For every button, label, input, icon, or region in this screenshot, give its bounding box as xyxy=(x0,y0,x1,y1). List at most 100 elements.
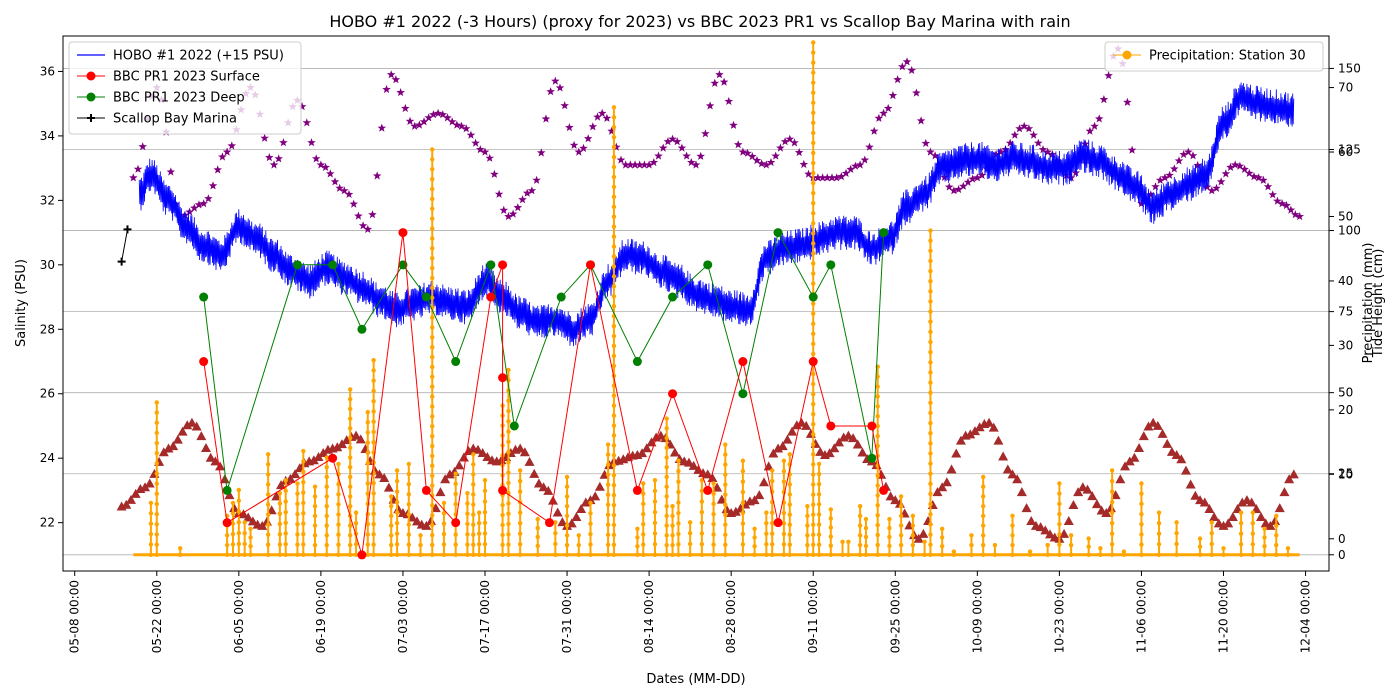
tide-star-marker xyxy=(1010,130,1020,139)
precip-point xyxy=(371,532,376,537)
precip-point xyxy=(265,552,271,557)
precip-tick-label: 150 xyxy=(1338,61,1361,75)
precip-point xyxy=(828,525,834,530)
precip-point xyxy=(1238,520,1244,526)
tide-star-marker xyxy=(1165,170,1174,179)
tide-triangle-marker xyxy=(1134,443,1145,453)
precip-point xyxy=(676,510,681,516)
tide-star-marker xyxy=(302,118,312,127)
precip-point xyxy=(1238,531,1244,536)
precip-point xyxy=(857,523,863,528)
tide-star-marker xyxy=(133,164,143,173)
precip-point xyxy=(611,482,617,488)
tide-triangle-marker xyxy=(824,448,835,458)
precip-point xyxy=(430,265,435,271)
precip-point xyxy=(365,481,370,486)
precip-point xyxy=(430,503,435,508)
precip-point xyxy=(1221,546,1226,551)
precip-point xyxy=(347,552,353,557)
precip-point xyxy=(1068,552,1074,557)
tide-star-marker xyxy=(1038,145,1048,154)
tide-triangle-marker xyxy=(777,441,788,451)
tide-star-marker xyxy=(926,147,935,156)
tide-triangle-marker xyxy=(1223,518,1234,528)
surface-marker xyxy=(486,292,496,302)
tide-triangle-marker xyxy=(205,452,216,462)
precip-point xyxy=(301,542,306,547)
tide-triangle-marker xyxy=(965,429,976,439)
tide-triangle-marker xyxy=(172,434,183,444)
precip-point xyxy=(283,541,288,547)
tide-star-marker xyxy=(1273,196,1282,205)
tide-triangle-marker xyxy=(594,481,605,491)
precip-point xyxy=(588,521,593,526)
precip-point xyxy=(265,532,271,537)
precip-point xyxy=(969,533,974,538)
tide-triangle-marker xyxy=(351,430,362,440)
precip-point xyxy=(277,490,283,496)
precip-point xyxy=(811,241,816,246)
precip-point xyxy=(939,543,945,549)
tide-star-marker xyxy=(382,84,391,94)
precip-point xyxy=(787,492,792,497)
precip-point xyxy=(324,484,329,489)
tide-triangle-marker xyxy=(163,443,174,453)
precip-point xyxy=(394,542,400,547)
tide-star-marker xyxy=(485,153,494,162)
tide-star-marker xyxy=(738,147,748,156)
precip-point xyxy=(664,523,669,528)
tide-triangle-marker xyxy=(1270,515,1281,525)
precip-point xyxy=(553,530,558,536)
tide-triangle-marker xyxy=(308,455,319,465)
precip-point xyxy=(283,552,288,557)
precip-point xyxy=(1156,531,1162,536)
precip-point xyxy=(347,387,353,392)
tide-star-marker xyxy=(1062,170,1071,179)
tide-triangle-marker xyxy=(857,447,868,457)
precip-point xyxy=(811,281,816,286)
chart-title: HOBO #1 2022 (-3 Hours) (proxy for 2023)… xyxy=(329,12,1070,31)
tide-triangle-marker xyxy=(158,447,169,457)
y-tick-label: 22 xyxy=(40,516,55,530)
tide-triangle-marker xyxy=(247,516,258,526)
tide-triangle-marker xyxy=(444,469,455,479)
precip-point xyxy=(928,329,933,335)
tide-star-marker xyxy=(621,160,630,169)
tide-star-marker xyxy=(785,134,795,143)
precip-point xyxy=(723,472,728,477)
precip-point xyxy=(980,513,986,519)
tide-star-marker xyxy=(902,57,912,66)
precip-point xyxy=(1010,513,1015,519)
precip-point xyxy=(711,501,716,507)
tide-star-marker xyxy=(138,142,147,151)
precip-point xyxy=(611,423,617,428)
precip-point xyxy=(1274,533,1279,538)
tide-star-marker xyxy=(466,130,476,139)
precip-point xyxy=(875,433,880,439)
precip-point xyxy=(816,461,822,467)
precip-point xyxy=(312,503,318,509)
precip-point xyxy=(506,480,511,486)
precip-point xyxy=(154,430,159,436)
precip-point xyxy=(611,254,617,259)
tide-star-marker xyxy=(813,173,823,182)
surface-marker xyxy=(668,389,678,399)
precip-point xyxy=(154,450,159,456)
precip-point xyxy=(787,522,792,527)
precip-point xyxy=(652,541,658,547)
precip-point xyxy=(611,413,617,418)
precip-point xyxy=(816,542,822,547)
precip-point xyxy=(471,512,476,517)
precip-point xyxy=(406,542,412,547)
tide-star-marker xyxy=(583,134,593,143)
precip-point xyxy=(1109,468,1115,473)
precip-point xyxy=(148,500,154,506)
tide-star-marker xyxy=(1179,150,1188,159)
precip-point xyxy=(471,452,476,457)
precip-point xyxy=(406,502,412,507)
precip-point xyxy=(811,411,816,417)
precip-point xyxy=(371,388,376,394)
precip-point xyxy=(500,522,505,528)
precip-point xyxy=(670,523,675,528)
precip-point xyxy=(371,552,376,557)
